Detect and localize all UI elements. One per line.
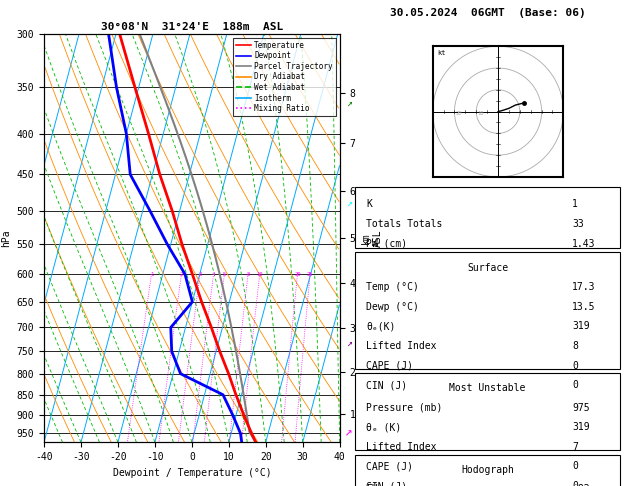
Text: CAPE (J): CAPE (J) — [366, 361, 413, 371]
Text: Hodograph: Hodograph — [461, 465, 514, 475]
X-axis label: Dewpoint / Temperature (°C): Dewpoint / Temperature (°C) — [113, 468, 271, 478]
Text: ↗: ↗ — [346, 197, 352, 207]
Text: 8: 8 — [572, 341, 578, 351]
Text: 13.5: 13.5 — [572, 302, 596, 312]
Text: EH: EH — [366, 485, 377, 486]
Text: Surface: Surface — [467, 262, 508, 273]
Bar — [355, 454, 620, 486]
Text: K: K — [366, 199, 372, 209]
Text: 0: 0 — [572, 461, 578, 471]
Text: 10: 10 — [257, 272, 263, 277]
Text: CAPE (J): CAPE (J) — [366, 461, 413, 471]
Text: 975: 975 — [572, 403, 589, 413]
Text: Lifted Index: Lifted Index — [366, 442, 437, 452]
Y-axis label: hPa: hPa — [1, 229, 11, 247]
Text: 20: 20 — [294, 272, 301, 277]
Bar — [355, 373, 620, 451]
Text: 1.43: 1.43 — [572, 239, 596, 248]
Text: 319: 319 — [572, 321, 589, 331]
Text: 8: 8 — [247, 272, 250, 277]
Text: CIN (J): CIN (J) — [366, 481, 407, 486]
Text: ↗: ↗ — [346, 338, 352, 347]
Text: -82: -82 — [572, 485, 589, 486]
Text: Dewp (°C): Dewp (°C) — [366, 302, 419, 312]
Bar — [355, 187, 620, 248]
Text: CIN (J): CIN (J) — [366, 380, 407, 390]
Text: 33: 33 — [572, 219, 584, 229]
Text: PW (cm): PW (cm) — [366, 239, 407, 248]
Text: ↗: ↗ — [346, 98, 352, 107]
Text: Totals Totals: Totals Totals — [366, 219, 442, 229]
Text: kt: kt — [437, 50, 445, 56]
Text: 1: 1 — [572, 199, 578, 209]
Bar — [355, 252, 620, 369]
Text: θₑ (K): θₑ (K) — [366, 422, 401, 432]
Text: ↗: ↗ — [345, 426, 353, 439]
Text: θₑ(K): θₑ(K) — [366, 321, 396, 331]
Text: 0: 0 — [572, 361, 578, 371]
Text: 0: 0 — [572, 481, 578, 486]
Text: 319: 319 — [572, 422, 589, 432]
Text: 4: 4 — [212, 272, 215, 277]
Text: 17.3: 17.3 — [572, 282, 596, 292]
Text: 0: 0 — [572, 380, 578, 390]
Text: 5: 5 — [223, 272, 226, 277]
Y-axis label: km
ASL: km ASL — [361, 229, 382, 247]
Legend: Temperature, Dewpoint, Parcel Trajectory, Dry Adiabat, Wet Adiabat, Isotherm, Mi: Temperature, Dewpoint, Parcel Trajectory… — [233, 38, 336, 116]
Text: 10: 10 — [477, 111, 484, 116]
Text: 7: 7 — [572, 442, 578, 452]
Text: 1: 1 — [150, 272, 153, 277]
Text: Most Unstable: Most Unstable — [449, 383, 526, 393]
Text: 30.05.2024  06GMT  (Base: 06): 30.05.2024 06GMT (Base: 06) — [389, 8, 586, 17]
Text: 20: 20 — [455, 111, 462, 116]
Text: 2: 2 — [180, 272, 183, 277]
Text: 3: 3 — [198, 272, 201, 277]
Text: Pressure (mb): Pressure (mb) — [366, 403, 442, 413]
Text: Lifted Index: Lifted Index — [366, 341, 437, 351]
Text: Temp (°C): Temp (°C) — [366, 282, 419, 292]
Title: 30°08'N  31°24'E  188m  ASL: 30°08'N 31°24'E 188m ASL — [101, 22, 283, 32]
Text: 25: 25 — [307, 272, 313, 277]
